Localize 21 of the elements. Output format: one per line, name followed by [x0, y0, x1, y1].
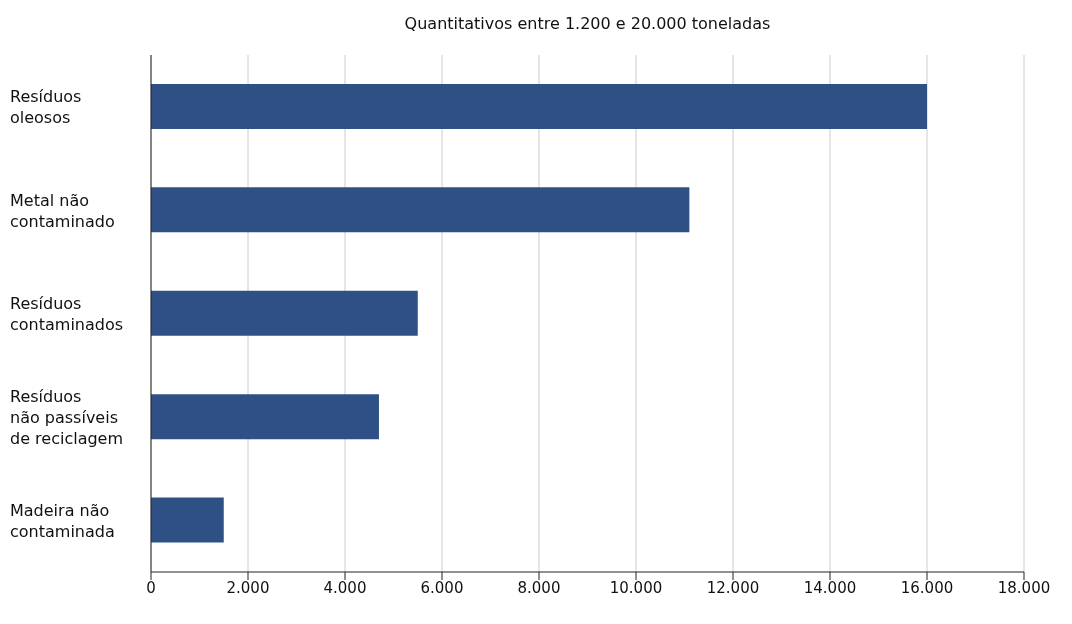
y-tick-label: Madeira não contaminada — [10, 500, 115, 541]
x-tick-label: 10.000 — [609, 578, 663, 597]
x-tick-label: 2.000 — [226, 578, 270, 597]
y-tick-label: Resíduos não passíveis de reciclagem — [10, 386, 124, 448]
x-tick-label: 18.000 — [997, 578, 1051, 597]
y-tick-label: Resíduos oleosos — [10, 86, 82, 127]
x-tick-label: 4.000 — [323, 578, 367, 597]
bar — [151, 497, 224, 543]
bar — [151, 83, 927, 129]
bar — [151, 394, 379, 440]
bar — [151, 290, 418, 336]
x-tick-label: 12.000 — [706, 578, 760, 597]
x-tick-label: 14.000 — [803, 578, 857, 597]
x-tick-label: 6.000 — [420, 578, 464, 597]
x-tick-label: 0 — [146, 578, 156, 597]
chart-title: Quantitativos entre 1.200 e 20.000 toneladas — [403, 14, 772, 33]
bar — [151, 187, 690, 233]
y-tick-label: Resíduos contaminados — [10, 293, 124, 334]
y-tick-label: Metal não contaminado — [10, 190, 115, 231]
x-tick-label: 16.000 — [900, 578, 954, 597]
x-tick-label: 8.000 — [517, 578, 561, 597]
